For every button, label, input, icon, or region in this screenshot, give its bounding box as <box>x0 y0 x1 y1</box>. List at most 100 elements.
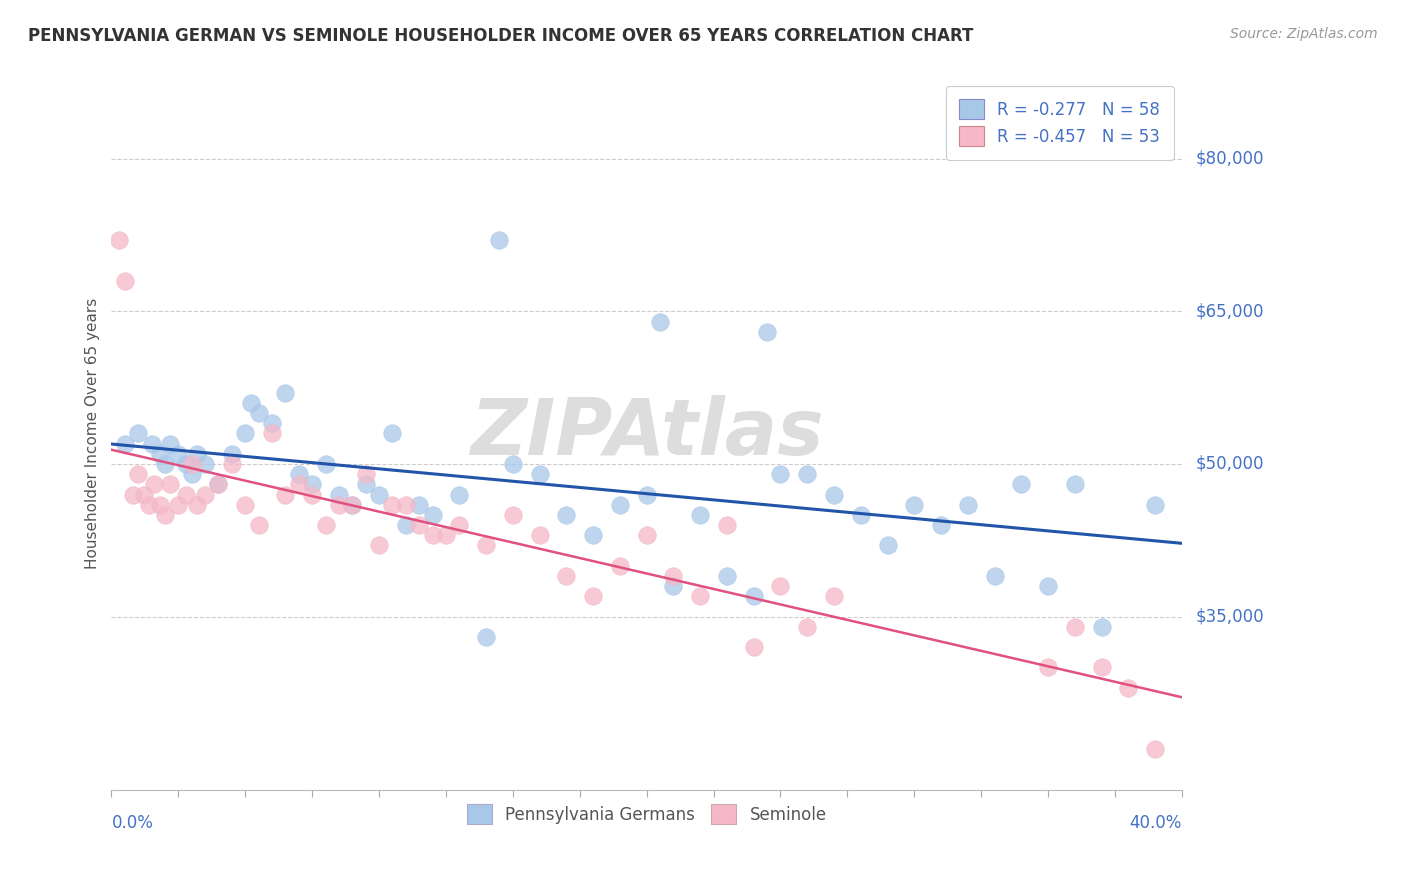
Point <box>301 477 323 491</box>
Point <box>395 498 418 512</box>
Point <box>823 487 845 501</box>
Point <box>449 518 471 533</box>
Point <box>354 477 377 491</box>
Point <box>555 569 578 583</box>
Point <box>716 518 738 533</box>
Point <box>159 436 181 450</box>
Point <box>287 467 309 482</box>
Point <box>247 518 270 533</box>
Point <box>956 498 979 512</box>
Point <box>555 508 578 522</box>
Point <box>849 508 872 522</box>
Point <box>315 457 337 471</box>
Point <box>138 498 160 512</box>
Point <box>529 467 551 482</box>
Point <box>141 436 163 450</box>
Point <box>247 406 270 420</box>
Point <box>368 487 391 501</box>
Point <box>449 487 471 501</box>
Point <box>395 518 418 533</box>
Point <box>274 385 297 400</box>
Point <box>194 487 217 501</box>
Point <box>127 426 149 441</box>
Point <box>609 498 631 512</box>
Point <box>221 457 243 471</box>
Legend: Pennsylvania Germans, Seminole: Pennsylvania Germans, Seminole <box>460 797 834 831</box>
Point <box>434 528 457 542</box>
Text: $80,000: $80,000 <box>1197 150 1264 168</box>
Point <box>823 589 845 603</box>
Point <box>689 589 711 603</box>
Point <box>153 457 176 471</box>
Point <box>381 426 404 441</box>
Point <box>260 426 283 441</box>
Point <box>769 579 792 593</box>
Point <box>239 396 262 410</box>
Point <box>716 569 738 583</box>
Point <box>488 233 510 247</box>
Point <box>636 487 658 501</box>
Point <box>180 467 202 482</box>
Point <box>1036 660 1059 674</box>
Text: 40.0%: 40.0% <box>1129 814 1182 832</box>
Point <box>176 487 198 501</box>
Point <box>1118 681 1140 695</box>
Point <box>176 457 198 471</box>
Point <box>143 477 166 491</box>
Point <box>159 477 181 491</box>
Point <box>1144 498 1167 512</box>
Point <box>502 457 524 471</box>
Text: PENNSYLVANIA GERMAN VS SEMINOLE HOUSEHOLDER INCOME OVER 65 YEARS CORRELATION CHA: PENNSYLVANIA GERMAN VS SEMINOLE HOUSEHOL… <box>28 27 973 45</box>
Point <box>876 538 898 552</box>
Point <box>186 498 208 512</box>
Text: $35,000: $35,000 <box>1197 607 1264 625</box>
Point <box>114 274 136 288</box>
Point <box>207 477 229 491</box>
Point <box>233 498 256 512</box>
Point <box>167 447 190 461</box>
Point <box>260 417 283 431</box>
Point <box>1010 477 1032 491</box>
Point <box>1144 741 1167 756</box>
Point <box>381 498 404 512</box>
Point <box>742 589 765 603</box>
Point <box>1036 579 1059 593</box>
Point <box>769 467 792 482</box>
Point <box>648 315 671 329</box>
Point <box>502 508 524 522</box>
Point <box>929 518 952 533</box>
Point <box>408 498 430 512</box>
Point <box>1091 660 1114 674</box>
Point <box>689 508 711 522</box>
Point <box>796 467 818 482</box>
Point <box>475 538 498 552</box>
Point <box>636 528 658 542</box>
Point <box>127 467 149 482</box>
Point <box>153 508 176 522</box>
Point <box>582 589 605 603</box>
Point <box>149 447 172 461</box>
Point <box>422 528 444 542</box>
Text: $65,000: $65,000 <box>1197 302 1264 320</box>
Point <box>609 558 631 573</box>
Point <box>582 528 605 542</box>
Point <box>186 447 208 461</box>
Point <box>408 518 430 533</box>
Point <box>301 487 323 501</box>
Text: Source: ZipAtlas.com: Source: ZipAtlas.com <box>1230 27 1378 41</box>
Text: 0.0%: 0.0% <box>111 814 153 832</box>
Point <box>354 467 377 482</box>
Point <box>149 498 172 512</box>
Point <box>1091 620 1114 634</box>
Point <box>287 477 309 491</box>
Text: $50,000: $50,000 <box>1197 455 1264 473</box>
Point <box>1064 477 1087 491</box>
Point <box>756 325 779 339</box>
Point <box>328 498 350 512</box>
Point <box>796 620 818 634</box>
Point <box>983 569 1005 583</box>
Point <box>108 233 131 247</box>
Point <box>1064 620 1087 634</box>
Point <box>132 487 155 501</box>
Point <box>114 436 136 450</box>
